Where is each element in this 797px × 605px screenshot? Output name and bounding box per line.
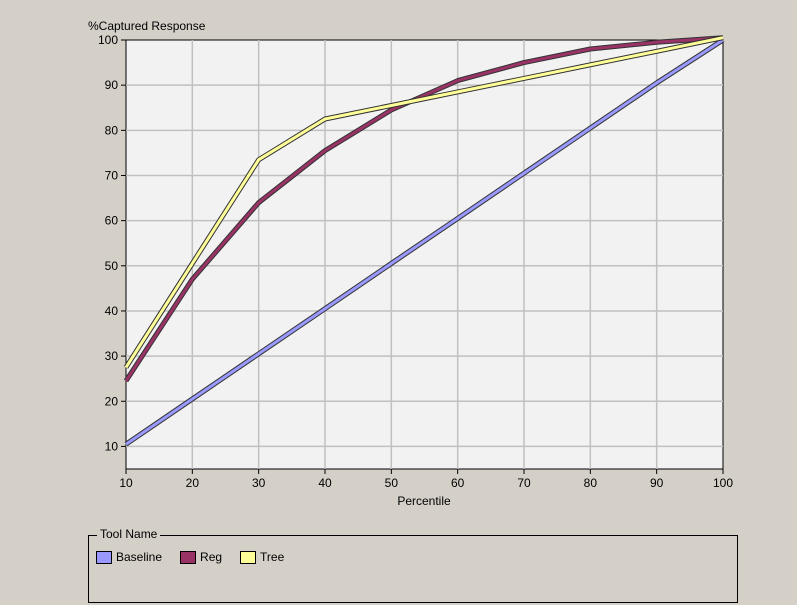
y-tick-label: 50	[105, 259, 119, 273]
x-tick-label: 50	[385, 476, 399, 490]
y-tick-label: 10	[105, 439, 119, 453]
y-tick-label: 30	[105, 349, 119, 363]
legend-item-tree: Tree	[240, 550, 284, 564]
x-tick-label: 90	[650, 476, 664, 490]
y-tick-label: 70	[105, 168, 119, 182]
x-tick-label: 30	[252, 476, 266, 490]
series-line	[124, 36, 724, 369]
legend-label: Baseline	[116, 550, 163, 564]
legend-swatch	[240, 550, 257, 564]
axis-ticks: 10 20 30 40 50 60 70 80 90 100 10 20 30 40 50 60 70 80 90 1…	[98, 33, 733, 490]
x-tick-label: 100	[713, 476, 733, 490]
y-tick-label: 100	[98, 33, 118, 47]
x-tick-label: 40	[318, 476, 332, 490]
legend-title: Tool Name	[97, 527, 161, 541]
series-baseline	[124, 37, 725, 447]
plot-area	[125, 39, 724, 470]
y-tick-label: 40	[105, 304, 119, 318]
x-tick-label: 60	[451, 476, 465, 490]
legend-item-baseline: Baseline	[96, 550, 162, 564]
legend-swatch	[96, 550, 112, 564]
series-lines	[123, 35, 725, 447]
y-tick-label: 80	[105, 123, 119, 137]
legend-label: Tree	[260, 550, 285, 564]
legend: Tool Name Baseline Reg Tree	[88, 527, 738, 603]
x-tick-label: 10	[119, 476, 133, 490]
legend-items: Baseline Reg Tree	[96, 550, 302, 564]
x-tick-label: 80	[584, 476, 598, 490]
series-tree	[123, 35, 724, 369]
series-reg	[123, 35, 724, 383]
series-line	[125, 38, 724, 446]
series-line	[124, 36, 724, 382]
legend-label: Reg	[200, 550, 223, 564]
legend-item-reg: Reg	[180, 550, 222, 564]
y-tick-label: 20	[105, 394, 119, 408]
x-axis-label: Percentile	[397, 494, 451, 508]
x-tick-label: 70	[517, 476, 531, 490]
legend-swatch	[180, 550, 197, 564]
y-tick-label: 90	[105, 78, 119, 92]
y-tick-label: 60	[105, 214, 119, 228]
x-tick-label: 20	[186, 476, 200, 490]
y-axis-label: %Captured Response	[88, 19, 206, 33]
